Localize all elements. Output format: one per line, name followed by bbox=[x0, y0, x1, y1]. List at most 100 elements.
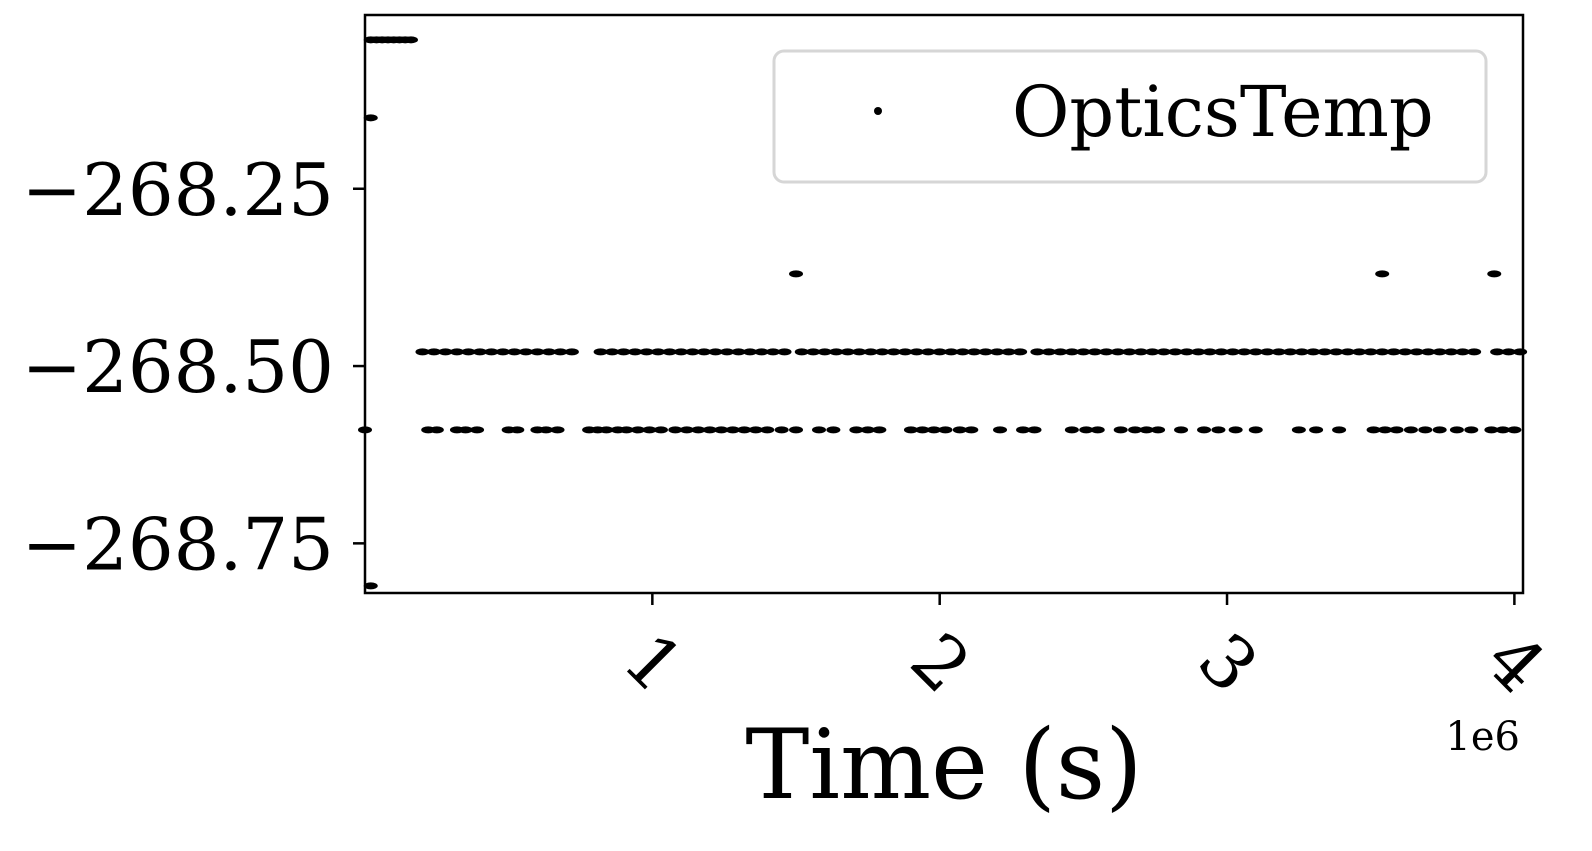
data-point bbox=[978, 348, 993, 356]
data-point bbox=[1507, 426, 1522, 434]
data-point bbox=[550, 426, 565, 434]
data-point bbox=[1332, 426, 1347, 434]
data-point bbox=[1449, 426, 1464, 434]
data-point bbox=[530, 348, 545, 356]
data-point bbox=[852, 348, 867, 356]
data-point bbox=[1484, 426, 1499, 434]
data-point bbox=[1501, 348, 1516, 356]
data-point bbox=[944, 348, 959, 356]
data-point bbox=[564, 348, 579, 356]
data-point bbox=[593, 348, 608, 356]
data-point bbox=[1389, 426, 1404, 434]
plot-frame bbox=[363, 13, 1525, 595]
data-point bbox=[743, 348, 758, 356]
data-point bbox=[702, 426, 717, 434]
data-point bbox=[518, 348, 533, 356]
data-point bbox=[1087, 348, 1102, 356]
data-point bbox=[470, 426, 485, 434]
data-point bbox=[619, 426, 634, 434]
data-point bbox=[653, 426, 668, 434]
data-point bbox=[1409, 348, 1424, 356]
x-axis-offset-label: 1e6 bbox=[1445, 714, 1520, 760]
data-point bbox=[1260, 348, 1275, 356]
data-point bbox=[932, 348, 947, 356]
data-point bbox=[748, 426, 763, 434]
data-point bbox=[1214, 348, 1229, 356]
data-point bbox=[720, 348, 735, 356]
data-point bbox=[777, 348, 792, 356]
data-point bbox=[1271, 348, 1286, 356]
data-point bbox=[766, 348, 781, 356]
data-point bbox=[1375, 270, 1390, 278]
data-point bbox=[1099, 348, 1114, 356]
data-point bbox=[760, 426, 775, 434]
data-point bbox=[993, 426, 1008, 434]
data-point bbox=[840, 348, 855, 356]
data-point bbox=[438, 348, 453, 356]
y-axis: −268.25 −268.50 −268.75 bbox=[22, 148, 365, 586]
data-point bbox=[1464, 426, 1479, 434]
data-point bbox=[1139, 426, 1154, 434]
data-point bbox=[794, 348, 809, 356]
data-point bbox=[363, 114, 378, 122]
data-point bbox=[1490, 348, 1505, 356]
data-point bbox=[1248, 426, 1263, 434]
data-point bbox=[363, 582, 378, 590]
data-point bbox=[1309, 426, 1324, 434]
data-point bbox=[1291, 426, 1306, 434]
legend-box bbox=[772, 49, 1488, 184]
data-point bbox=[1403, 426, 1418, 434]
data-point bbox=[1168, 348, 1183, 356]
data-point bbox=[472, 348, 487, 356]
data-point bbox=[1133, 348, 1148, 356]
data-point bbox=[737, 426, 752, 434]
data-point bbox=[952, 426, 967, 434]
data-point bbox=[426, 348, 441, 356]
data-point bbox=[1110, 348, 1125, 356]
data-point bbox=[415, 348, 430, 356]
data-point bbox=[668, 426, 683, 434]
data-point bbox=[1090, 426, 1105, 434]
data-point bbox=[789, 426, 804, 434]
data-point bbox=[964, 426, 979, 434]
data-point bbox=[875, 348, 890, 356]
data-point bbox=[1237, 348, 1252, 356]
data-point bbox=[1027, 426, 1042, 434]
data-point bbox=[458, 426, 473, 434]
data-point bbox=[403, 36, 418, 44]
data-point bbox=[495, 348, 510, 356]
data-point bbox=[872, 426, 887, 434]
data-point bbox=[1386, 348, 1401, 356]
data-point bbox=[826, 426, 841, 434]
data-point bbox=[806, 348, 821, 356]
data-point bbox=[926, 426, 941, 434]
data-point bbox=[1378, 426, 1393, 434]
data-point bbox=[829, 348, 844, 356]
data-point bbox=[812, 426, 827, 434]
data-point bbox=[817, 348, 832, 356]
data-point bbox=[662, 348, 677, 356]
data-point bbox=[605, 348, 620, 356]
data-point bbox=[1418, 426, 1433, 434]
data-point bbox=[1432, 348, 1447, 356]
data-point bbox=[1363, 348, 1378, 356]
data-point bbox=[921, 348, 936, 356]
y-tick-label: −268.50 bbox=[22, 325, 334, 409]
data-point bbox=[639, 348, 654, 356]
data-point bbox=[1306, 348, 1321, 356]
data-point bbox=[1174, 426, 1189, 434]
data-point bbox=[1455, 348, 1470, 356]
data-point bbox=[685, 348, 700, 356]
data-point bbox=[679, 426, 694, 434]
data-point bbox=[1041, 348, 1056, 356]
data-point bbox=[1467, 348, 1482, 356]
data-point bbox=[1202, 348, 1217, 356]
data-point bbox=[1398, 348, 1413, 356]
data-point bbox=[789, 270, 804, 278]
data-point bbox=[909, 348, 924, 356]
data-point bbox=[708, 348, 723, 356]
data-point bbox=[1179, 348, 1194, 356]
data-point bbox=[714, 426, 729, 434]
data-point bbox=[1156, 348, 1171, 356]
